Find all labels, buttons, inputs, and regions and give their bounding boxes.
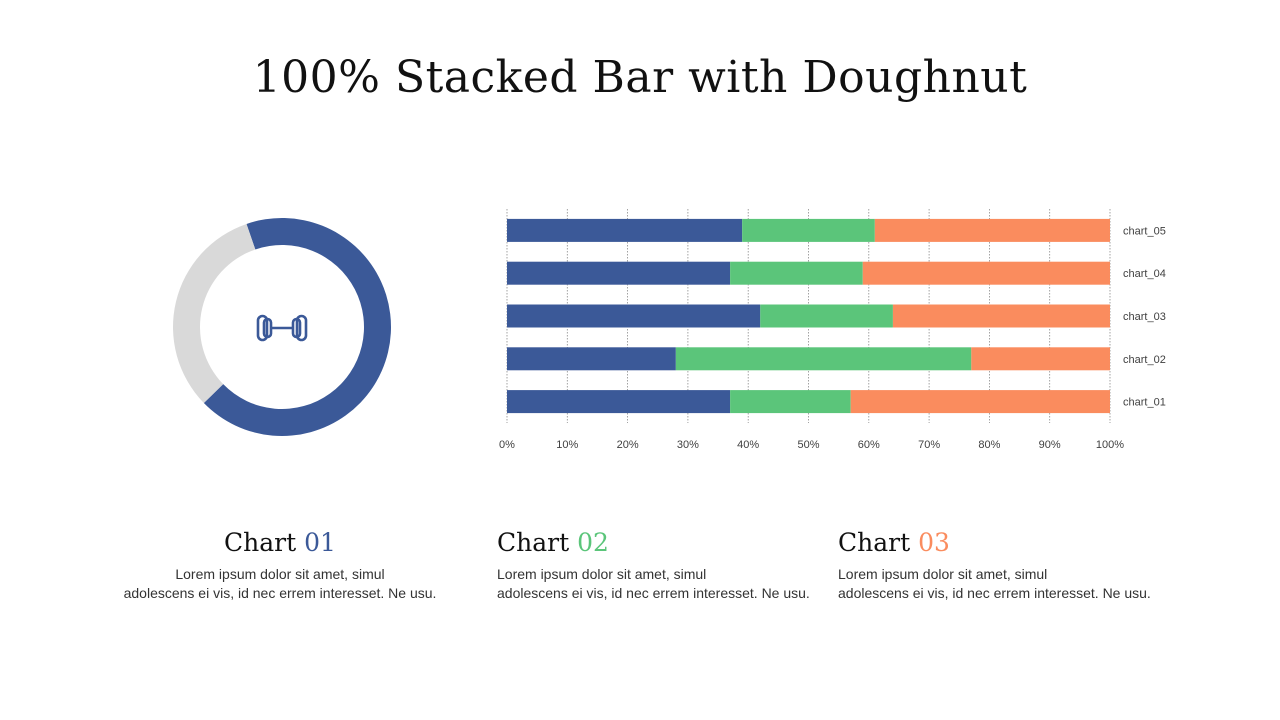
x-tick-label: 20% <box>617 439 639 451</box>
bar-segment-chart_04-series-3 <box>862 261 1110 285</box>
chart-03-block: Chart 03 Lorem ipsum dolor sit amet, sim… <box>838 528 1178 603</box>
x-tick-label: 60% <box>858 439 880 451</box>
doughnut-chart <box>173 217 391 436</box>
chart-02-desc-line1: Lorem ipsum dolor sit amet, simul <box>497 566 707 582</box>
chart-01-block: Chart 01 Lorem ipsum dolor sit amet, sim… <box>110 528 450 603</box>
bar-segment-chart_03-series-3 <box>892 304 1110 328</box>
stacked-bar-chart: 0% 10% 20% 30% 40% 50% 60% 70% 80% 90% 100% chart_0… <box>499 209 1166 451</box>
x-tick-label: 10% <box>556 439 578 451</box>
x-tick-label: 30% <box>677 439 699 451</box>
chart-03-number: 03 <box>918 528 950 557</box>
category-label: chart_02 <box>1123 354 1166 366</box>
bar-segment-chart_05-series-3 <box>874 218 1110 242</box>
category-label: chart_04 <box>1123 268 1166 280</box>
dumbbell-icon <box>256 314 308 342</box>
x-tick-label: 40% <box>737 439 759 451</box>
chart-02-number: 02 <box>577 528 609 557</box>
chart-02-heading: Chart 02 <box>497 528 837 557</box>
x-tick-label: 90% <box>1039 439 1061 451</box>
bar-segment-chart_02-series-1 <box>507 347 676 371</box>
chart-01-desc-line1: Lorem ipsum dolor sit amet, simul <box>175 566 385 582</box>
bar-segment-chart_02-series-2 <box>675 347 972 371</box>
x-tick-label: 0% <box>499 439 515 451</box>
bar-segment-chart_01-series-1 <box>507 390 731 414</box>
bar-segment-chart_05-series-1 <box>507 218 743 242</box>
page-title: 100% Stacked Bar with Doughnut <box>252 52 1028 103</box>
bar-segment-chart_02-series-3 <box>971 347 1110 371</box>
chart-01-label: Chart <box>224 528 305 557</box>
bar-segment-chart_05-series-2 <box>742 218 875 242</box>
x-tick-label: 50% <box>797 439 819 451</box>
bar-segment-chart_03-series-1 <box>507 304 761 328</box>
chart-01-description: Lorem ipsum dolor sit amet, simul adolesc… <box>110 565 450 603</box>
bar-segment-chart_04-series-1 <box>507 261 731 285</box>
chart-03-desc-line2: adolescens ei vis, id nec errem interess… <box>838 585 1151 601</box>
bar-segment-chart_01-series-3 <box>850 390 1110 414</box>
chart-03-description: Lorem ipsum dolor sit amet, simul adolesc… <box>838 565 1178 603</box>
chart-02-block: Chart 02 Lorem ipsum dolor sit amet, sim… <box>497 528 837 603</box>
x-tick-label: 70% <box>918 439 940 451</box>
x-tick-label: 100% <box>1096 439 1124 451</box>
chart-02-label: Chart <box>497 528 578 557</box>
chart-03-label: Chart <box>838 528 919 557</box>
x-tick-label: 80% <box>978 439 1000 451</box>
category-label: chart_03 <box>1123 311 1166 323</box>
doughnut-slice-2 <box>173 223 256 403</box>
chart-01-heading: Chart 01 <box>110 528 450 557</box>
bar-segment-chart_03-series-2 <box>760 304 893 328</box>
doughnut-slice-1 <box>203 217 391 436</box>
chart-02-description: Lorem ipsum dolor sit amet, simul adolesc… <box>497 565 837 603</box>
bar-segment-chart_01-series-2 <box>730 390 851 414</box>
bar-segment-chart_04-series-2 <box>730 261 863 285</box>
chart-03-heading: Chart 03 <box>838 528 1178 557</box>
chart-01-desc-line2: adolescens ei vis, id nec errem interess… <box>123 585 437 601</box>
chart-02-desc-line2: adolescens ei vis, id nec errem interess… <box>497 585 810 601</box>
chart-01-number: 01 <box>304 528 336 557</box>
chart-03-desc-line1: Lorem ipsum dolor sit amet, simul <box>838 566 1048 582</box>
category-label: chart_01 <box>1123 397 1166 409</box>
category-label: chart_05 <box>1123 225 1166 237</box>
